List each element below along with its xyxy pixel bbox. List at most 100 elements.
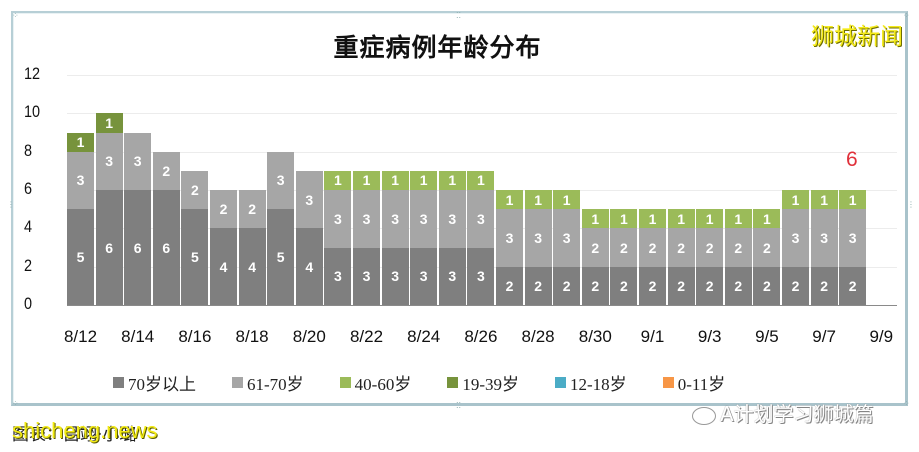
legend-swatch-icon (555, 377, 567, 388)
x-tick-label: 9/7 (812, 327, 836, 346)
resize-handle-top-left[interactable]: ⁘ (12, 11, 19, 20)
resize-handle-bottom-left[interactable]: ⁘ (12, 399, 19, 408)
x-tick-label: 8/14 (121, 327, 155, 346)
resize-handle-bottom-right[interactable]: ⁘ (903, 399, 910, 408)
bar-segment: 2 (210, 190, 237, 229)
account-name: A计划学习狮城篇 (720, 402, 874, 426)
legend-swatch-icon (113, 377, 124, 388)
bar-segment: 1 (810, 190, 838, 210)
resize-handle-left[interactable]: ⋮ (7, 200, 15, 209)
y-tick-label: 6 (24, 179, 33, 198)
site-watermark: shicheng.news (12, 418, 158, 443)
bar-segment: 3 (524, 209, 552, 267)
bar-segment: 5 (267, 209, 295, 305)
x-tick-label: 9/1 (640, 327, 665, 346)
bar-segment: 2 (667, 266, 695, 305)
bar-segment: 2 (610, 266, 638, 305)
resize-handle-bottom[interactable]: ⁚⁚ (456, 401, 462, 410)
x-tick-label: 8/16 (178, 327, 212, 346)
y-tick-label: 4 (24, 217, 33, 237)
bar-segment: 3 (438, 247, 466, 305)
legend-item[interactable]: 19-39岁 (447, 370, 519, 395)
legend-item[interactable]: 40-60岁 (339, 370, 412, 395)
bar-segment: 2 (152, 151, 180, 190)
bar-segment: 3 (553, 209, 581, 267)
y-tick-label: 12 (24, 64, 41, 83)
bar-segment: 1 (782, 190, 809, 210)
gridline (67, 75, 897, 76)
bar-segment: 3 (381, 247, 409, 305)
resize-handle-right[interactable]: ⋮ (907, 200, 915, 209)
total-annotation: 6 (846, 148, 858, 171)
resize-handle-top[interactable]: ⁚⁚ (456, 11, 462, 20)
bar-segment: 2 (553, 266, 581, 305)
x-axis-line (67, 305, 897, 306)
bar-segment: 3 (810, 209, 838, 267)
legend-label: 70岁以上 (128, 375, 196, 394)
brand-logo-text: 狮城新闻 (811, 24, 903, 50)
legend-item[interactable]: 70岁以上 (113, 370, 196, 395)
bar-segment: 2 (238, 190, 266, 229)
legend-swatch-icon (662, 377, 674, 388)
bar-segment: 6 (124, 190, 152, 305)
legend-swatch-icon (447, 377, 459, 388)
bar-segment: 2 (839, 266, 867, 305)
wechat-icon (692, 406, 716, 425)
legend-swatch-icon (232, 377, 243, 388)
resize-handle-top-right[interactable]: ⁘ (903, 11, 910, 20)
x-tick-label: 8/18 (235, 327, 269, 346)
legend-item[interactable]: 61-70岁 (232, 370, 304, 395)
bar-segment: 6 (95, 190, 123, 305)
bar-segment: 1 (95, 113, 123, 133)
legend-item[interactable]: 12-18岁 (555, 370, 627, 395)
x-tick-label: 9/3 (697, 327, 722, 346)
x-tick-label: 9/5 (755, 327, 779, 346)
bar-segment: 3 (324, 190, 352, 248)
bar-segment: 3 (353, 247, 380, 305)
bar-segment: 1 (839, 190, 867, 210)
bar-segment: 1 (410, 170, 438, 190)
y-tick-label: 2 (24, 255, 33, 275)
bar-segment: 3 (67, 151, 94, 210)
x-tick-label: 8/20 (292, 327, 326, 346)
legend-label: 61-70岁 (247, 375, 304, 394)
bar-segment: 3 (295, 170, 323, 229)
y-tick-label: 8 (24, 140, 33, 160)
bar-segment: 3 (438, 190, 466, 248)
bar-segment: 5 (181, 209, 209, 305)
y-tick-label: 10 (24, 102, 41, 122)
legend-item[interactable]: 0-11岁 (662, 370, 726, 395)
bar-segment: 1 (696, 209, 724, 229)
legend-label: 40-60岁 (354, 375, 412, 394)
legend-label: 0-11岁 (677, 375, 726, 394)
bar-segment: 2 (639, 228, 666, 267)
